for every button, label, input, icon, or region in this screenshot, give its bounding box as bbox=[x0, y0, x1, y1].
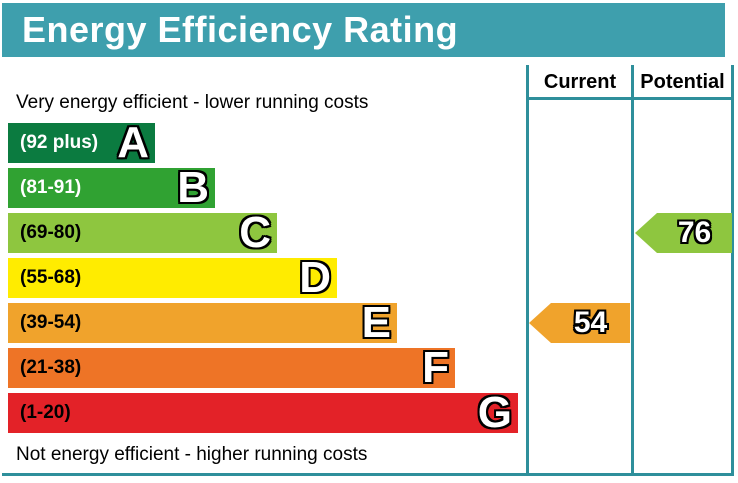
band-letter: B bbox=[177, 163, 209, 212]
rating-band-a: (92 plus) A bbox=[8, 118, 155, 167]
bottom-note: Not energy efficient - higher running co… bbox=[16, 444, 368, 465]
band-letter: A bbox=[117, 118, 149, 167]
rating-band-f: (21-38) F bbox=[8, 343, 455, 392]
table-right-border bbox=[731, 65, 734, 476]
band-letter: G bbox=[477, 388, 512, 437]
band-range-label: (81-91) bbox=[20, 177, 82, 198]
table-left-divider bbox=[526, 65, 529, 476]
band-letter: C bbox=[239, 208, 271, 257]
column-header-potential: Potential bbox=[640, 71, 725, 93]
band-letter: F bbox=[422, 343, 449, 392]
table-column-divider bbox=[631, 65, 634, 476]
top-note: Very energy efficient - lower running co… bbox=[16, 92, 369, 113]
bottom-border bbox=[2, 473, 734, 476]
band-range-label: (1-20) bbox=[20, 402, 71, 423]
rating-band-b: (81-91) B bbox=[8, 163, 215, 212]
column-header-current: Current bbox=[543, 71, 617, 93]
current-rating-value: 54 bbox=[573, 306, 608, 339]
rating-band-d: (55-68) D bbox=[8, 253, 337, 302]
band-range-label: (92 plus) bbox=[20, 132, 99, 153]
header-underline bbox=[526, 97, 734, 100]
potential-rating-value: 76 bbox=[677, 216, 712, 249]
current-rating-arrow: 54 bbox=[529, 303, 630, 343]
rating-band-e: (39-54) E bbox=[8, 298, 397, 347]
band-range-label: (21-38) bbox=[20, 357, 82, 378]
rating-band-g: (1-20) G bbox=[8, 388, 518, 437]
chart-title: Energy Efficiency Rating bbox=[2, 3, 725, 57]
potential-rating-arrow: 76 bbox=[635, 213, 732, 253]
band-range-label: (69-80) bbox=[20, 222, 82, 243]
rating-band-c: (69-80) C bbox=[8, 208, 277, 257]
band-range-label: (55-68) bbox=[20, 267, 82, 288]
band-letter: E bbox=[361, 298, 391, 347]
band-range-label: (39-54) bbox=[20, 312, 82, 333]
band-letter: D bbox=[299, 253, 331, 302]
